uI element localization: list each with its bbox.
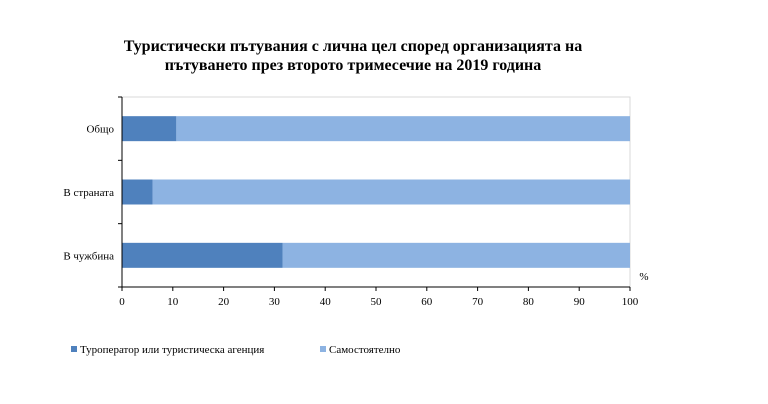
bars <box>122 116 631 268</box>
bar-segment-series-2-cat-2 <box>152 179 631 205</box>
x-tick-label-7: 70 <box>472 296 484 308</box>
x-tick-label-2: 20 <box>218 296 230 308</box>
bar-segment-series-2-cat-3 <box>282 242 630 268</box>
x-axis-ticks: 0 10 20 30 40 50 60 70 80 90 100 <box>119 287 639 308</box>
x-axis-unit-label: % <box>639 271 648 283</box>
legend-label-series-2: Самостоятелно <box>329 344 401 356</box>
bar-segment-series-2-cat-1 <box>176 116 630 142</box>
chart-title-line-2: пътуването през второто тримесечие на 20… <box>165 57 542 74</box>
x-tick-label-4: 40 <box>320 296 332 308</box>
x-tick-label-3: 30 <box>269 296 281 308</box>
legend: Туроператор или туристическа агенция Сам… <box>71 344 401 356</box>
legend-label-series-1: Туроператор или туристическа агенция <box>80 344 264 356</box>
bar-segment-series-1-cat-3 <box>122 242 283 268</box>
chart-title-line-1: Туристически пътувания с лична цел споре… <box>124 38 582 55</box>
category-label-2: В страната <box>63 187 114 199</box>
category-labels: Общо В страната В чужбина <box>63 96 122 288</box>
x-tick-label-10: 100 <box>622 296 639 308</box>
category-label-3: В чужбина <box>63 250 114 262</box>
bar-segment-series-1-cat-1 <box>122 116 177 142</box>
bar-segment-series-1-cat-2 <box>122 179 153 205</box>
x-tick-label-9: 90 <box>574 296 586 308</box>
x-tick-label-5: 50 <box>371 296 383 308</box>
x-tick-label-1: 10 <box>167 296 179 308</box>
category-label-1: Общо <box>86 124 114 136</box>
legend-swatch-series-2 <box>320 346 326 352</box>
x-tick-label-6: 60 <box>421 296 433 308</box>
x-tick-label-0: 0 <box>119 296 125 308</box>
x-tick-label-8: 80 <box>523 296 535 308</box>
legend-swatch-series-1 <box>71 346 77 352</box>
